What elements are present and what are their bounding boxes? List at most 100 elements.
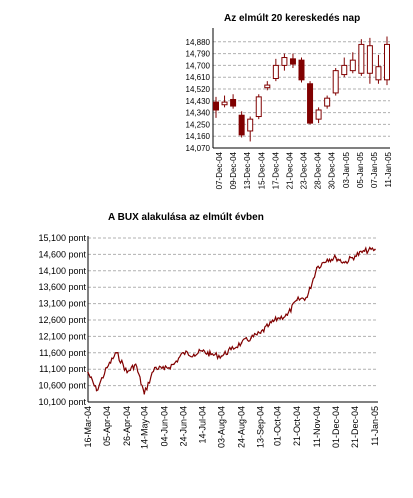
bottom-x-tick-label: 14-Jul-04	[197, 406, 207, 444]
candle-body	[384, 43, 390, 81]
bux-data-point	[286, 314, 289, 316]
top-y-tick-label: 14,700	[186, 61, 211, 70]
bux-data-point	[268, 324, 270, 326]
bux-data-point	[276, 317, 279, 320]
bux-data-point	[326, 258, 329, 261]
bux-data-point	[250, 337, 252, 339]
bottom-x-tick-label: 11-Jan-05	[370, 406, 380, 446]
candle-body	[281, 57, 288, 66]
bux-data-point	[87, 371, 89, 374]
top-x-tick-label: 03-Jan-05	[342, 151, 351, 188]
bottom-x-tick-label: 05-Apr-04	[102, 406, 112, 446]
candle-body	[358, 43, 365, 74]
bottom-y-tick-label: 12,600 pont	[38, 315, 86, 325]
candle-body	[324, 97, 331, 107]
bottom-x-tick-label: 24-Aug-04	[237, 406, 247, 448]
bux-data-point	[95, 389, 98, 392]
bottom-x-tick-label: 01-Dec-04	[331, 406, 341, 448]
candle-body	[264, 84, 271, 89]
bux-data-point	[210, 353, 212, 356]
candle-body	[315, 109, 322, 120]
bux-data-point	[182, 352, 185, 354]
bux-data-point	[296, 299, 298, 302]
bottom-y-tick-label: 12,100 pont	[38, 331, 86, 341]
bux-data-point	[201, 350, 204, 352]
bottom-x-tick-label: 03-Aug-04	[216, 406, 226, 448]
candle-body	[272, 64, 279, 80]
candle-body	[247, 118, 254, 132]
top-x-tick-label: 17-Dec-04	[271, 151, 280, 189]
bottom-x-tick-label: 04-Jun-04	[159, 406, 169, 447]
bux-data-point	[343, 261, 346, 264]
candle-body	[349, 59, 356, 72]
top-x-tick-label: 21-Dec-04	[285, 151, 294, 189]
bottom-y-tick-label: 13,600 pont	[38, 282, 86, 292]
top-y-tick-label: 14,880	[186, 38, 211, 47]
bux-data-point	[306, 296, 309, 298]
top-y-tick-label: 14,430	[186, 97, 211, 106]
top-y-tick-label: 14,610	[186, 73, 211, 82]
bottom-x-tick-label: 14-May-04	[139, 406, 149, 449]
top-x-tick-label: 15-Dec-04	[257, 151, 266, 189]
top-y-tick-label: 14,250	[186, 120, 211, 129]
top-y-tick-label: 14,160	[186, 132, 211, 141]
bux-data-point	[163, 368, 166, 371]
bux-data-point	[115, 352, 118, 354]
bottom-x-tick-label: 26-Apr-04	[122, 406, 132, 446]
bux-data-point	[240, 342, 243, 344]
top-x-tick-label: 23-Dec-04	[300, 151, 309, 189]
bux-data-point	[126, 371, 128, 374]
bottom-y-tick-label: 10,100 pont	[38, 397, 86, 407]
bux-data-point	[354, 255, 356, 257]
top-x-tick-label: 07-Jan-05	[370, 151, 379, 188]
bux-data-point	[335, 256, 337, 259]
candle-body	[332, 70, 339, 94]
candle-body	[255, 96, 262, 118]
bottom-chart-title: A BUX alakulása az elmúlt évben	[108, 212, 264, 223]
bux-data-point	[259, 332, 262, 334]
top-x-tick-label: 05-Jan-05	[356, 151, 365, 188]
top-x-tick-label: 11-Jan-05	[384, 151, 393, 187]
bux-data-point	[374, 248, 376, 251]
bottom-y-tick-label: 14,600 pont	[38, 249, 86, 259]
candle-body	[341, 64, 348, 76]
bottom-x-tick-label: 24-Jun-04	[178, 406, 188, 447]
candle-body	[230, 98, 237, 107]
bux-data-point	[134, 363, 137, 366]
bottom-y-tick-label: 14,100 pont	[38, 266, 86, 276]
bux-series-line	[87, 246, 376, 394]
top-x-tick-label: 09-Dec-04	[229, 151, 238, 189]
bux-data-point	[316, 266, 318, 269]
bottom-y-tick-label: 10,600 pont	[38, 381, 86, 391]
bottom-x-tick-label: 21-Dec-04	[350, 406, 360, 448]
candle-body	[221, 101, 228, 106]
top-chart-title: Az elmúlt 20 kereskedés nap	[224, 13, 361, 24]
top-x-tick-label: 28-Dec-04	[314, 151, 323, 189]
bottom-x-tick-label: 01-Oct-04	[273, 406, 283, 446]
bottom-x-tick-label: 11-Nov-04	[312, 406, 322, 447]
candle-body	[238, 114, 245, 136]
bux-data-point	[363, 250, 366, 252]
bux-data-point	[106, 366, 108, 369]
candle-body	[213, 101, 219, 111]
bottom-x-tick-label: 21-Oct-04	[292, 406, 302, 446]
bottom-y-tick-label: 13,100 pont	[38, 299, 86, 309]
bux-data-point	[153, 366, 156, 369]
top-y-tick-label: 14,520	[186, 85, 211, 94]
candle-body	[298, 59, 305, 81]
bottom-y-tick-label: 15,100 pont	[38, 233, 86, 243]
top-y-tick-label: 14,790	[186, 50, 211, 59]
bottom-y-tick-label: 11,100 pont	[39, 364, 86, 374]
candle-body	[366, 45, 373, 74]
top-y-tick-label: 14,070	[186, 144, 211, 153]
candle-body	[375, 66, 382, 81]
bux-data-point	[193, 353, 195, 356]
bottom-x-tick-label: 16-Mar-04	[83, 406, 93, 448]
bottom-y-tick-label: 11,600 pont	[39, 348, 86, 358]
bottom-x-tick-label: 13-Sep-04	[256, 406, 266, 448]
top-x-tick-label: 13-Dec-04	[243, 151, 252, 189]
candle-body	[289, 58, 296, 65]
top-x-tick-label: 30-Dec-04	[328, 151, 337, 189]
